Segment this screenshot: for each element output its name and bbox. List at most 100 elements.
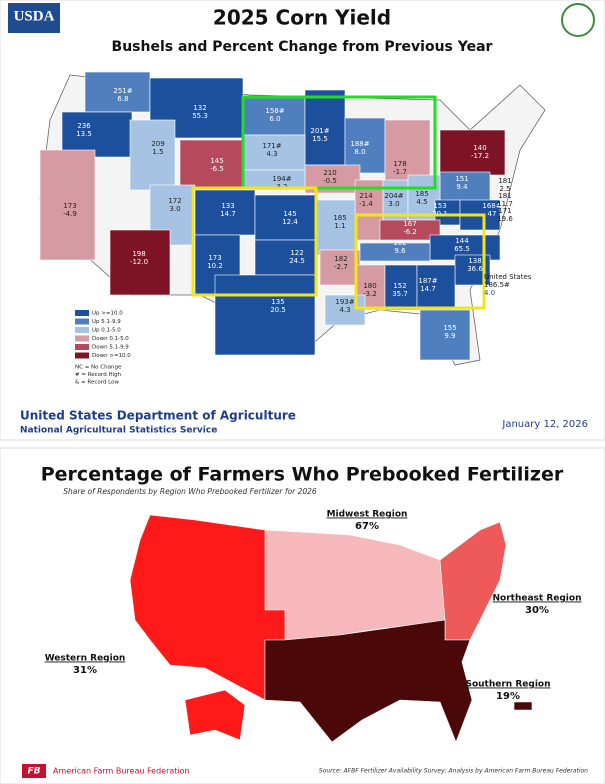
afbf-logo-mark: FB: [27, 767, 40, 777]
state-change: 4.5: [416, 198, 427, 206]
nass-seal: [561, 3, 595, 37]
state: [416, 264, 456, 311]
state-change: -17.2: [471, 152, 489, 160]
state-change: 36.6: [467, 265, 483, 273]
state-yield: 122: [290, 249, 303, 257]
state: [254, 239, 316, 276]
state-yield: 210: [323, 169, 336, 177]
state: [242, 134, 306, 171]
highlight-box: [354, 213, 486, 310]
source: Source: AFBF Fertilizer Availability Sur…: [319, 768, 588, 775]
legend-swatch: [75, 310, 89, 316]
state-change: -2.7: [334, 263, 348, 271]
state-yield: 187#: [418, 277, 437, 285]
state-change: 1.1: [334, 222, 345, 230]
state-change: 9.9: [444, 332, 455, 340]
legend-swatch: [75, 318, 89, 325]
state-change: 19.6: [497, 215, 513, 223]
date: January 12, 2026: [501, 419, 588, 430]
state-change: 35.7: [392, 290, 408, 298]
state-change: 47: [488, 210, 497, 218]
state-change: 8.0: [354, 148, 365, 156]
state-change: 4.3: [266, 150, 277, 158]
region: [264, 619, 473, 743]
state-change: -0.5: [323, 177, 337, 185]
org-name: American Farm Bureau Federation: [53, 767, 190, 776]
state: [314, 199, 356, 256]
state-yield: 171: [498, 207, 511, 215]
state-change: -3.2: [363, 290, 377, 298]
state-yield: 138: [468, 257, 481, 265]
state: [109, 229, 171, 296]
state-yield: 145: [210, 157, 223, 165]
state: [324, 294, 366, 326]
state-yield: 133: [221, 202, 234, 210]
state: [129, 119, 176, 191]
state-change: 3.0: [169, 205, 180, 213]
legend-swatch: [75, 327, 89, 333]
state: [379, 219, 441, 241]
state-change: 6.8: [117, 95, 128, 103]
state-yield: 155: [443, 324, 456, 332]
region-name: Western Region: [45, 654, 126, 664]
state-yield: 251#: [113, 87, 132, 95]
us-label: United States: [484, 273, 532, 281]
region-value: 19%: [496, 691, 520, 702]
state: [61, 111, 133, 158]
state: [344, 117, 386, 174]
state-yield: 214: [359, 192, 373, 200]
state-change: 24.5: [289, 257, 305, 265]
state-yield: 209: [151, 140, 164, 148]
agency: United States Department of Agriculture: [20, 409, 296, 423]
state: [384, 264, 418, 311]
state-change: -1.4: [359, 200, 373, 208]
state: [439, 171, 491, 203]
state: [439, 129, 506, 176]
state-change: 1.5: [152, 148, 163, 156]
state-yield: 204#: [384, 192, 403, 200]
legend-swatch: [75, 335, 89, 342]
state-yield: 181: [498, 192, 511, 200]
state-yield: 173: [208, 254, 221, 262]
state-yield: 158#: [265, 107, 284, 115]
state-yield: 162: [393, 239, 406, 247]
state-change: 2.5: [499, 185, 510, 193]
usda-logo: [8, 3, 60, 33]
highlight-box: [241, 95, 437, 190]
top-title: 2025 Corn Yield: [213, 6, 391, 30]
state-yield: 145: [283, 210, 296, 218]
top-subtitle: Bushels and Percent Change from Previous…: [112, 39, 493, 55]
state-yield: 135: [271, 298, 284, 306]
state-change: 55.3: [192, 112, 208, 120]
state-change: 3.0: [388, 200, 399, 208]
state-change: 15.5: [312, 135, 328, 143]
legend-note: & = Record Low: [75, 380, 119, 386]
highlight-box: [191, 186, 318, 297]
legend-label: Up 5.1-9.9: [92, 319, 121, 325]
state-yield: 236: [77, 122, 91, 130]
legend-label: Down >=10.0: [92, 353, 131, 359]
state-yield: 193#: [335, 298, 354, 306]
state-yield: 181: [498, 177, 511, 185]
state-change: -4.9: [63, 210, 77, 218]
state-yield: 180: [363, 282, 376, 290]
state-yield: 140: [473, 144, 486, 152]
state-change: 65.5: [454, 245, 470, 253]
state-yield: 172: [168, 197, 181, 205]
state-change: -6.5: [210, 165, 224, 173]
state-yield: 132: [193, 104, 206, 112]
us-yield: 186.5#: [484, 281, 510, 289]
region: [513, 701, 533, 711]
state-change: -12.0: [130, 258, 148, 266]
state-yield: 188#: [350, 140, 369, 148]
region: [184, 689, 246, 741]
state-yield: 185: [333, 214, 346, 222]
state-yield: 144: [455, 237, 469, 245]
state-yield: 168#: [482, 202, 501, 210]
legend-note: # = Record High: [75, 372, 122, 378]
legend-swatch: [75, 344, 89, 350]
legend-label: Up >=10.0: [92, 311, 123, 317]
state-change: 13.5: [76, 130, 92, 138]
service: National Agricultural Statistics Service: [20, 426, 217, 436]
